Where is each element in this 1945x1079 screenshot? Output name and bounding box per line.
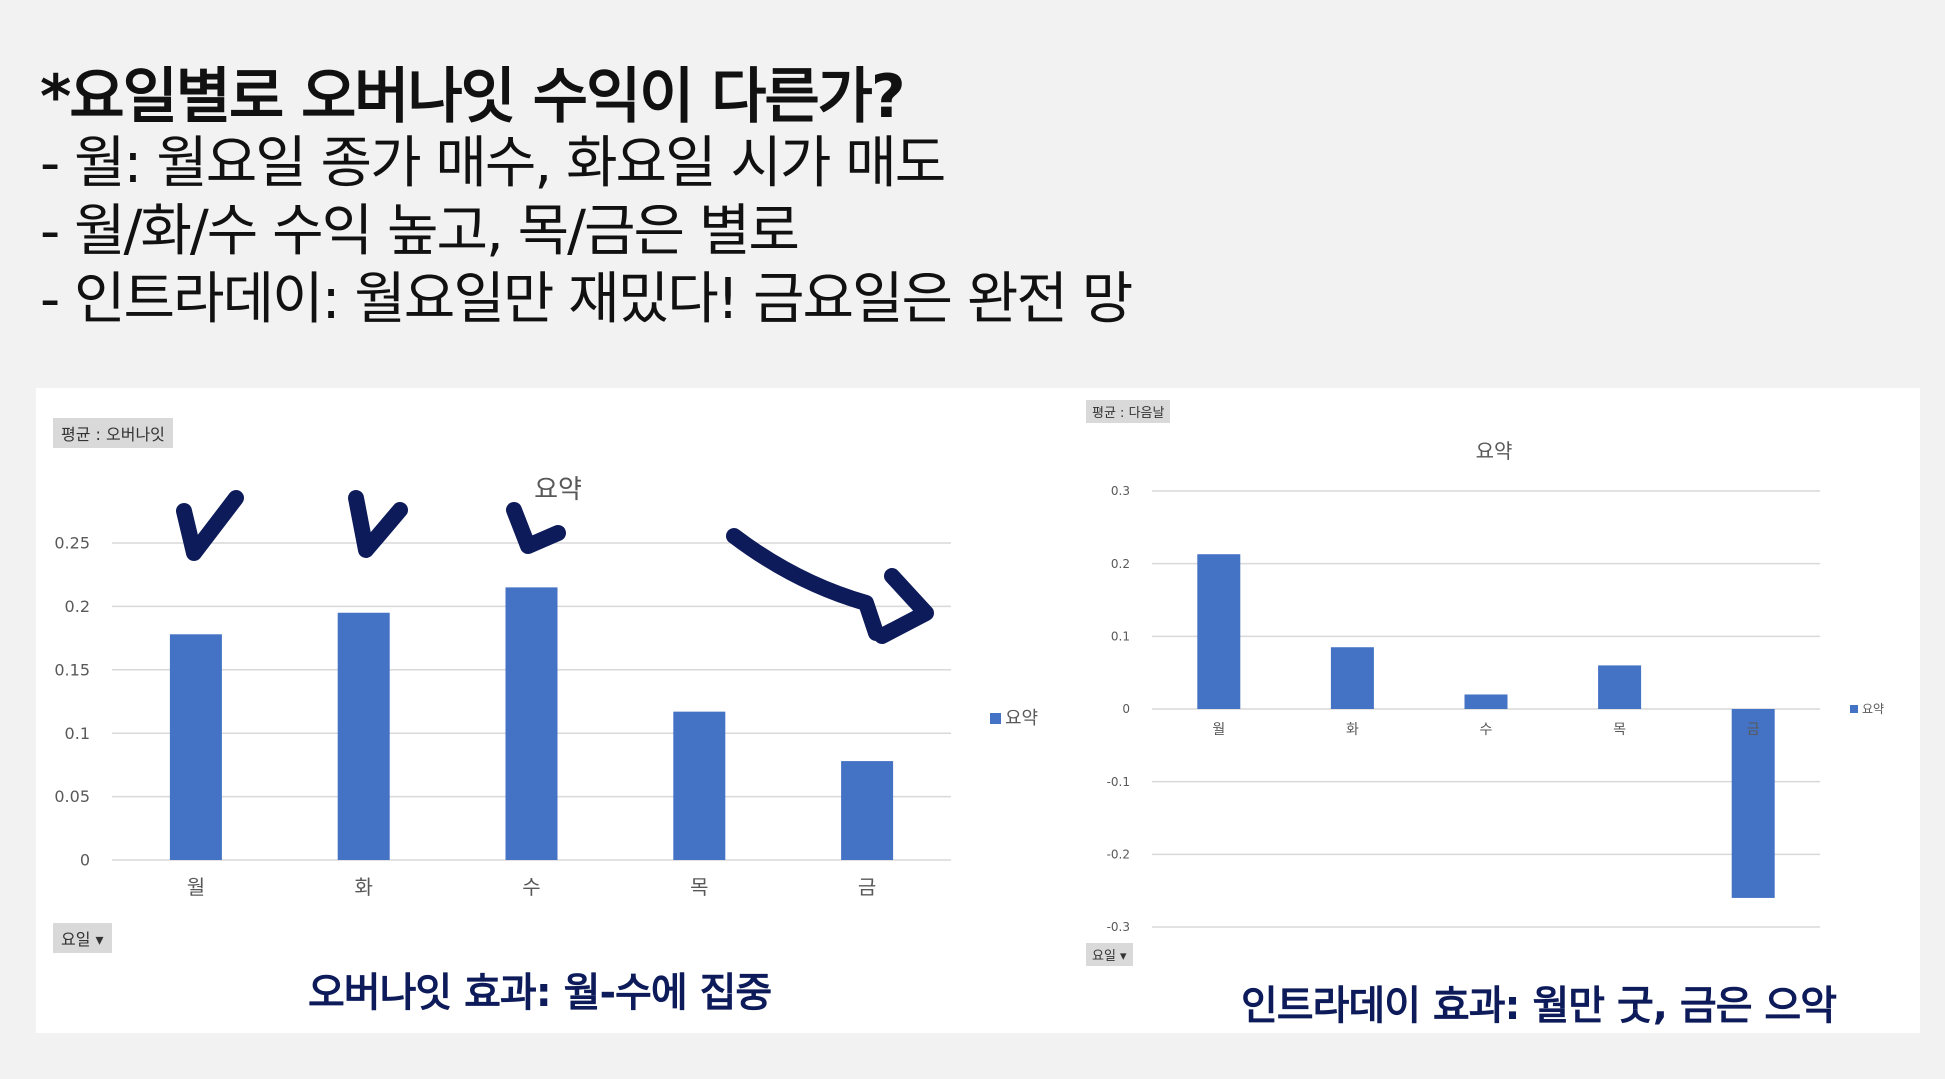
value-field-button[interactable]: 평균 : 다음날 [1086,400,1171,423]
bar-화 [1330,647,1374,709]
bar-수 [1464,694,1508,709]
x-tick-label: 금 [858,875,876,899]
y-tick-label: 0.1 [65,724,90,743]
bar-월 [1197,554,1241,709]
bar-월 [169,634,222,860]
y-tick-label: 0.1 [1111,630,1130,644]
y-tick-label: -0.3 [1107,920,1130,934]
slide-title: *요일별로 오버나잇 수익이 다른가? [40,62,906,132]
bullet-1: - 월: 월요일 종가 매수, 화요일 시가 매도 [40,131,946,196]
downtrend-arrow-annotation [726,528,884,641]
downtrend-arrow-annotation [874,568,934,644]
x-tick-label: 목 [1613,722,1626,738]
y-tick-label: 0.15 [54,660,90,679]
legend-label: 요약 [1862,701,1884,716]
check-mark-annotation [176,490,244,561]
bullet-2: - 월/화/수 수익 높고, 목/금은 별로 [40,199,800,264]
chart-title: 요약 [1476,439,1513,463]
x-tick-label: 월 [1212,722,1225,738]
bar-금 [841,761,894,860]
bar-목 [673,711,726,860]
x-tick-label: 목 [690,875,708,899]
y-tick-label: 0.2 [1111,557,1130,571]
x-tick-label: 수 [1480,722,1493,738]
y-tick-label: 0.25 [54,534,90,553]
y-tick-label: -0.2 [1107,848,1130,862]
y-tick-label: 0 [1122,702,1130,716]
check-mark-annotation [348,490,408,558]
x-tick-label: 월 [187,875,205,899]
bar-수 [505,587,558,860]
bullet-3: - 인트라데이: 월요일만 재밌다! 금요일은 완전 망 [40,267,1133,332]
y-tick-label: 0.2 [65,597,90,616]
x-tick-label: 화 [1346,722,1359,738]
chart-title: 요약 [534,475,582,505]
chart-caption: 오버나잇 효과: 월-수에 집중 [308,970,772,1016]
y-tick-label: 0.05 [54,787,90,806]
overnight-chart-panel: 평균 : 오버나잇 0 0.05 0.1 0.15 0.2 0.25 월 화 수 목 금 요약 요약 요… [36,388,1076,1033]
check-mark-annotation [506,502,566,554]
x-tick-label: 수 [522,875,540,899]
legend-label: 요약 [1005,708,1038,729]
x-tick-label: 화 [354,875,372,899]
bar-목 [1598,665,1642,709]
legend-swatch [1850,705,1858,713]
y-tick-label: -0.1 [1107,775,1130,789]
bar-화 [337,612,390,860]
bar-금 [1731,709,1775,898]
y-tick-label: 0 [80,851,90,870]
chart-caption: 인트라데이 효과: 월만 굿, 금은 으악 [1241,983,1837,1029]
axis-field-button[interactable]: 요일 ▾ [53,923,112,953]
x-tick-label: 금 [1747,722,1760,738]
legend-swatch [990,713,1001,724]
y-tick-label: 0.3 [1111,484,1130,498]
intraday-chart-panel: 평균 : 다음날 -0.3 -0.2 -0.1 0 0.1 0.2 0.3 월 화 수 목 금 요약 요약… [1076,388,1920,1033]
value-field-button[interactable]: 평균 : 오버나잇 [53,418,173,448]
axis-field-button[interactable]: 요일 ▾ [1086,943,1133,966]
